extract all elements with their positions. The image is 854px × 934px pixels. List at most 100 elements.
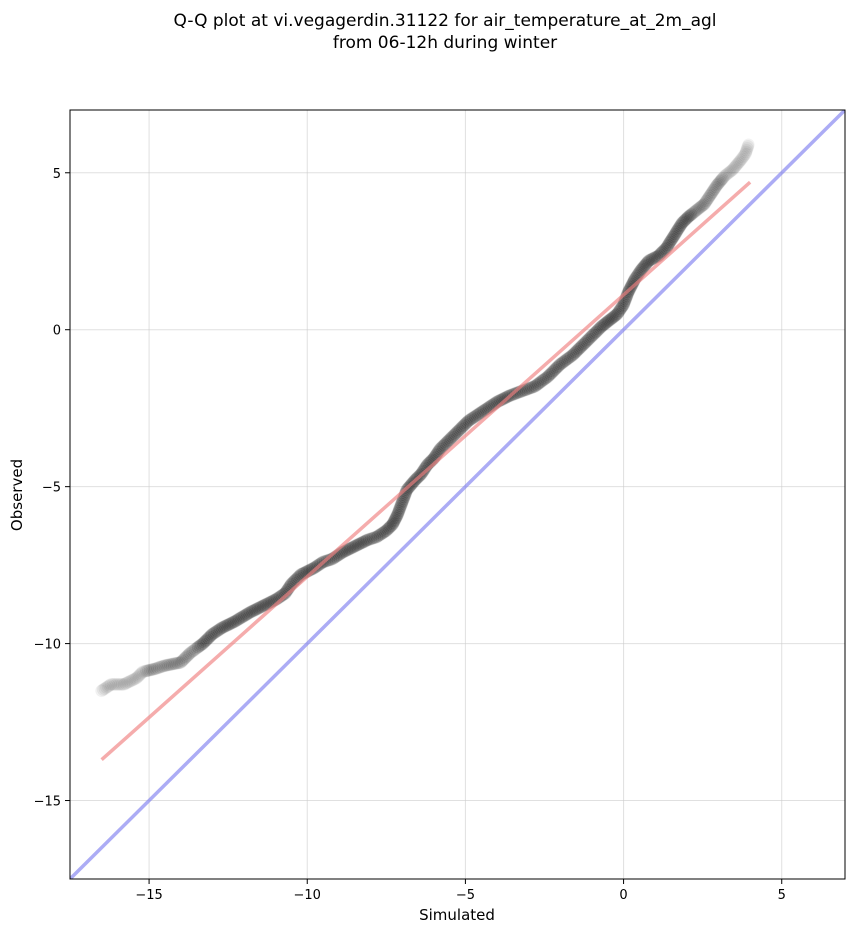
quantile-point	[671, 222, 685, 236]
quantile-point	[707, 183, 721, 197]
quantile-point	[322, 553, 336, 567]
quantile-point	[122, 676, 135, 688]
quantile-point	[172, 656, 186, 670]
quantile-point	[449, 426, 463, 440]
quantile-point	[136, 665, 149, 678]
quantile-point	[386, 516, 400, 530]
quantile-point	[158, 659, 172, 673]
quantile-point	[681, 210, 695, 224]
quantile-point	[471, 408, 485, 421]
quantile-point	[533, 376, 547, 390]
quantile-point	[98, 682, 111, 695]
quantile-point	[727, 162, 740, 175]
quantile-point	[201, 631, 215, 645]
quantile-point	[224, 616, 238, 630]
quantile-point	[383, 520, 397, 534]
y-tick-label: −15	[34, 795, 61, 810]
quantile-point	[539, 371, 553, 385]
quantile-point	[552, 359, 566, 373]
quantile-point	[170, 656, 184, 670]
quantile-point	[97, 683, 110, 696]
quantile-point	[674, 218, 688, 232]
quantile-point	[724, 165, 737, 178]
quantile-point	[679, 212, 693, 226]
quantile-point	[735, 152, 748, 165]
quantile-point	[210, 624, 224, 638]
quantile-point	[566, 348, 580, 362]
quantile-point	[658, 242, 672, 256]
quantile-point	[352, 537, 366, 551]
quantile-point	[720, 168, 733, 181]
quantile-point	[389, 511, 403, 525]
quantile-point	[716, 172, 729, 186]
quantile-point	[357, 535, 371, 549]
quantile-point	[139, 664, 153, 678]
quantile-point	[417, 462, 431, 476]
quantile-point	[714, 173, 728, 187]
quantile-point	[245, 604, 259, 618]
quantile-point	[597, 318, 611, 331]
quantile-point	[474, 405, 488, 419]
quantile-point	[561, 351, 575, 365]
quantile-point	[710, 178, 724, 192]
y-axis-label: Observed	[8, 459, 26, 531]
quantile-point	[435, 441, 448, 455]
quantile-point	[604, 312, 618, 326]
quantile-point	[368, 531, 382, 544]
quantile-point	[689, 203, 703, 217]
quantile-point	[186, 644, 200, 658]
quantile-point	[447, 429, 461, 442]
quantile-point	[138, 665, 151, 678]
quantile-point	[259, 597, 273, 611]
quantile-point	[433, 442, 447, 456]
quantile-point	[463, 413, 477, 427]
quantile-point	[536, 373, 550, 387]
identity-line	[70, 110, 845, 879]
quantile-point	[250, 602, 264, 616]
quantile-point	[695, 199, 709, 213]
quantile-point	[437, 438, 451, 452]
quantile-point	[741, 142, 754, 155]
y-axis: 5 0 −5 −10 −15	[34, 167, 70, 810]
quantile-point	[147, 662, 161, 676]
quantile-point	[384, 519, 398, 533]
quantile-point	[462, 414, 476, 428]
quantile-point	[575, 338, 589, 352]
quantile-point	[553, 357, 567, 371]
quantile-point	[611, 306, 625, 319]
quantile-point	[253, 601, 267, 614]
quantile-point	[453, 422, 467, 436]
quantile-point	[348, 539, 362, 553]
quantile-point	[468, 410, 482, 424]
quantile-point	[717, 171, 730, 184]
quantile-point	[609, 308, 623, 322]
quantile-point	[741, 140, 754, 153]
quantile-point	[235, 610, 249, 624]
quantile-point	[346, 540, 360, 554]
quantile-point	[667, 229, 681, 243]
quantile-point	[200, 633, 214, 647]
quantile-point	[709, 180, 723, 194]
quantile-point	[124, 675, 137, 688]
quantile-point	[125, 674, 138, 687]
quantile-point	[239, 608, 253, 622]
quantile-point	[448, 427, 462, 441]
quantile-point	[704, 188, 718, 202]
quantile-point	[663, 235, 677, 249]
quantile-point	[190, 641, 203, 655]
quantile-point	[702, 191, 715, 205]
x-tick-label: 5	[778, 888, 786, 903]
quantile-point	[120, 676, 133, 689]
quantile-point	[551, 360, 564, 374]
quantile-point	[234, 611, 248, 625]
quantile-point	[196, 637, 210, 651]
quantile-point	[688, 205, 702, 218]
quantile-point	[112, 678, 125, 691]
quantile-point	[216, 620, 230, 634]
quantile-point	[691, 202, 705, 216]
quantile-point	[444, 431, 458, 445]
quantile-point	[711, 177, 725, 191]
quantile-point	[390, 510, 404, 523]
quantile-point	[445, 430, 459, 444]
quantile-point	[641, 255, 655, 269]
